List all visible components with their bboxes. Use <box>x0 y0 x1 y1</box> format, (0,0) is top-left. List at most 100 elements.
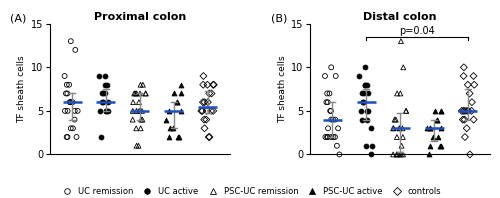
Point <box>136 127 144 130</box>
Point <box>69 127 77 130</box>
Point <box>329 118 337 121</box>
Point <box>327 66 335 69</box>
Point <box>330 135 338 139</box>
Point <box>101 83 109 86</box>
Point <box>102 109 110 112</box>
Point <box>322 135 330 139</box>
Point <box>389 127 397 130</box>
Point <box>366 127 374 130</box>
Point <box>470 74 478 78</box>
Point <box>363 83 371 86</box>
Point <box>62 92 70 95</box>
Point <box>464 109 472 112</box>
Point <box>67 40 75 43</box>
Point <box>72 48 80 51</box>
Point <box>137 118 145 121</box>
Point <box>397 40 405 43</box>
Point <box>331 118 339 121</box>
Point <box>362 144 370 147</box>
Point <box>322 101 330 104</box>
Point <box>395 153 403 156</box>
Point <box>433 118 441 121</box>
Point <box>207 109 215 112</box>
Point <box>437 109 445 112</box>
Point <box>65 83 73 86</box>
Point <box>461 109 469 112</box>
Point <box>362 118 370 121</box>
Point <box>102 109 110 112</box>
Point <box>336 153 344 156</box>
Point <box>130 92 138 95</box>
Point <box>392 118 400 121</box>
Point <box>67 127 75 130</box>
Point <box>362 66 370 69</box>
Point <box>333 144 341 147</box>
Point <box>464 83 472 86</box>
Point <box>170 92 178 95</box>
Point <box>74 109 82 112</box>
Point <box>95 74 103 78</box>
Point <box>175 135 183 139</box>
Point <box>205 92 213 95</box>
Point <box>132 92 140 95</box>
Point <box>139 83 147 86</box>
Point <box>138 118 146 121</box>
Y-axis label: TF sheath cells: TF sheath cells <box>278 55 287 123</box>
Point <box>324 127 332 130</box>
Point <box>368 153 376 156</box>
Point <box>390 118 398 121</box>
Point <box>64 109 72 112</box>
Point <box>362 83 370 86</box>
Point <box>134 144 142 147</box>
Point <box>166 127 174 130</box>
Title: Distal colon: Distal colon <box>364 12 437 22</box>
Point <box>129 101 137 104</box>
Point <box>397 153 405 156</box>
Point <box>142 92 150 95</box>
Point <box>434 118 442 121</box>
Point <box>392 153 400 156</box>
Point <box>174 135 182 139</box>
Point <box>402 109 410 112</box>
Point <box>61 109 69 112</box>
Point <box>162 118 170 121</box>
Point <box>466 92 473 95</box>
Legend: UC remission, UC active, PSC-UC remission, PSC-UC active, controls: UC remission, UC active, PSC-UC remissio… <box>58 187 442 196</box>
Point <box>326 109 334 112</box>
Point <box>68 101 76 104</box>
Point <box>208 92 216 95</box>
Point <box>364 109 372 112</box>
Point <box>98 92 106 95</box>
Point <box>198 109 206 112</box>
Point <box>460 74 468 78</box>
Point <box>331 135 339 139</box>
Point <box>67 101 75 104</box>
Point <box>199 83 207 86</box>
Point <box>132 92 140 95</box>
Point <box>202 109 210 112</box>
Point <box>458 109 466 112</box>
Point <box>426 127 434 130</box>
Point <box>426 144 434 147</box>
Point <box>209 109 217 112</box>
Point <box>396 92 404 95</box>
Point <box>135 101 143 104</box>
Text: p=0.04: p=0.04 <box>400 26 435 35</box>
Text: (B): (B) <box>271 13 287 23</box>
Point <box>97 135 105 139</box>
Point <box>72 135 80 139</box>
Point <box>470 118 478 121</box>
Point <box>165 135 173 139</box>
Point <box>132 109 140 112</box>
Point <box>358 118 366 121</box>
Point <box>60 74 68 78</box>
Point <box>360 101 368 104</box>
Point <box>168 127 176 130</box>
Point <box>96 109 104 112</box>
Point <box>459 118 467 121</box>
Point <box>396 127 404 130</box>
Point <box>324 135 332 139</box>
Point <box>461 135 469 139</box>
Point <box>327 118 335 121</box>
Point <box>398 127 406 130</box>
